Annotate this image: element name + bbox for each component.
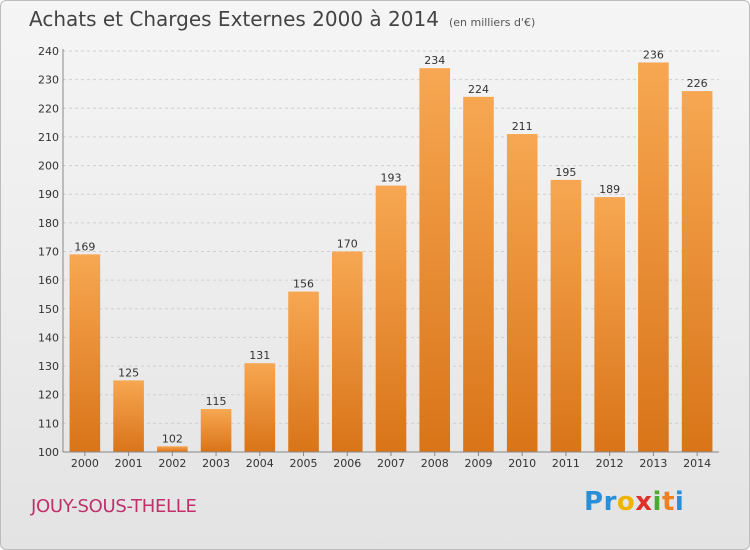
data-label: 115 (206, 395, 227, 408)
x-tick-label: 2014 (683, 457, 711, 470)
x-tick-label: 2006 (333, 457, 361, 470)
bar (288, 291, 319, 452)
y-tick-label: 160 (38, 274, 59, 287)
logo-letter: x (635, 487, 653, 517)
proxiti-logo: Proxiti (584, 487, 684, 517)
y-tick-label: 210 (38, 131, 59, 144)
data-label: 236 (643, 48, 664, 61)
y-tick-label: 180 (38, 217, 59, 230)
x-tick-label: 2003 (202, 457, 230, 470)
data-label: 195 (555, 166, 576, 179)
y-tick-label: 220 (38, 102, 59, 115)
x-tick-label: 2013 (639, 457, 667, 470)
x-tick-label: 2005 (290, 457, 318, 470)
logo-letter: P (584, 487, 604, 517)
x-tick-label: 2009 (464, 457, 492, 470)
y-tick-label: 170 (38, 246, 59, 259)
axes: 100 110 120 130 140 150 160 170 180 190 200 210 220 2… (38, 45, 719, 470)
y-tick-label: 230 (38, 74, 59, 87)
bar (506, 134, 538, 453)
y-tick-label: 120 (38, 389, 59, 402)
data-label: 189 (599, 183, 620, 196)
x-tick-label: 2002 (158, 457, 186, 470)
y-tick-label: 240 (38, 45, 59, 58)
bar (331, 251, 363, 452)
data-label: 131 (249, 349, 270, 362)
x-tick-label: 2007 (377, 457, 405, 470)
bar (638, 62, 669, 452)
x-tick-label: 2010 (508, 457, 536, 470)
bar (157, 446, 188, 452)
logo-letter: r (603, 487, 617, 517)
data-label: 102 (162, 432, 183, 445)
x-tick-label: 2011 (552, 457, 580, 470)
data-label: 211 (512, 120, 533, 133)
bar (69, 254, 101, 452)
data-label: 169 (74, 240, 95, 253)
y-tick-label: 140 (38, 331, 59, 344)
bar (375, 185, 407, 452)
y-tick-label: 190 (38, 188, 59, 201)
y-tick-label: 110 (38, 417, 59, 430)
logo-letter: i (674, 487, 685, 517)
logo-letter: i (652, 487, 662, 517)
y-tick-label: 200 (38, 160, 59, 173)
logo-letter: o (616, 487, 636, 517)
data-label: 224 (468, 83, 489, 96)
data-label: 226 (687, 77, 708, 90)
data-label: 193 (381, 172, 402, 185)
data-label: 234 (424, 54, 445, 67)
x-tick-label: 2000 (71, 457, 99, 470)
x-tick-label: 2004 (246, 457, 274, 470)
title-text: Achats et Charges Externes 2000 à 2014 (29, 7, 439, 31)
data-label: 170 (337, 238, 358, 251)
data-label: 125 (118, 366, 139, 379)
data-labels: 169 125 102 115 131 156 170 193 234 224 211 195 189 2… (74, 48, 707, 445)
bar (463, 96, 494, 452)
bar (244, 363, 276, 452)
x-tick-label: 2012 (596, 457, 624, 470)
bar (681, 91, 713, 452)
bar (594, 197, 625, 452)
bar (113, 380, 144, 452)
y-tick-label: 150 (38, 303, 59, 316)
chart-subtitle: (en milliers d'€) (448, 16, 536, 29)
logo-letter: t (661, 487, 675, 517)
data-label: 156 (293, 278, 314, 291)
x-tick-label: 2008 (421, 457, 449, 470)
bar (200, 409, 232, 452)
y-tick-label: 130 (38, 360, 59, 373)
bar (550, 179, 582, 452)
bar (419, 68, 451, 452)
bars (69, 62, 713, 453)
y-tick-label: 100 (38, 446, 59, 459)
x-tick-label: 2001 (115, 457, 143, 470)
chart-title: Achats et Charges Externes 2000 à 2014 (e… (29, 7, 535, 31)
place-name: JOUY-SOUS-THELLE (31, 496, 197, 517)
